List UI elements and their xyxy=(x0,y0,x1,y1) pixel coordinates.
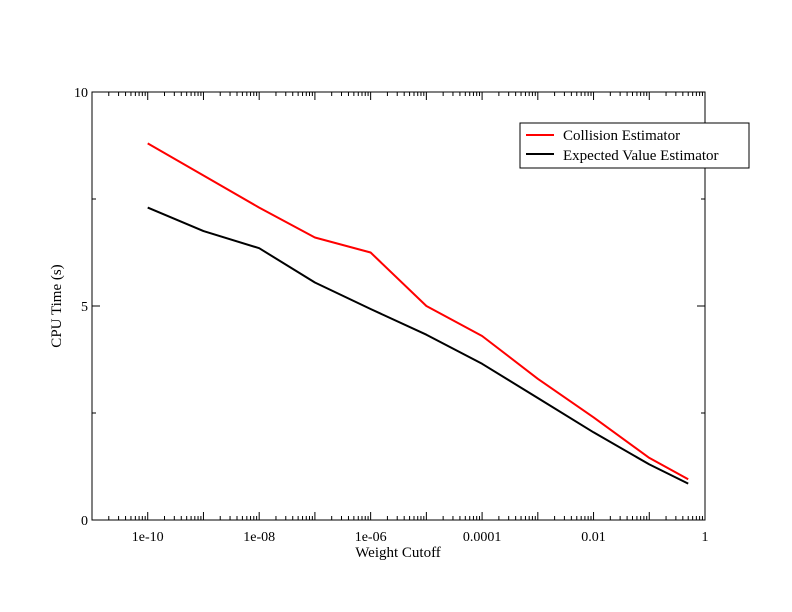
y-axis-label: CPU Time (s) xyxy=(49,264,65,347)
y-tick-label: 10 xyxy=(74,86,88,101)
series-line-1 xyxy=(147,206,689,485)
y-tick-label: 5 xyxy=(81,300,88,315)
x-axis-label: Weight Cutoff xyxy=(355,545,441,561)
legend-box xyxy=(519,122,750,169)
y-tick-label: 0 xyxy=(81,514,88,529)
x-tick-label: 0.0001 xyxy=(463,530,502,545)
x-tick-label: 1e-06 xyxy=(355,530,387,545)
legend-label-expected-value: Expected Value Estimator xyxy=(563,148,719,164)
x-tick-label: 1e-10 xyxy=(132,530,164,545)
axis-ticks xyxy=(92,92,705,520)
legend: Collision Estimator Expected Value Estim… xyxy=(519,122,750,169)
x-tick-label: 1 xyxy=(702,530,709,545)
series-lines xyxy=(147,142,689,485)
series-line-0 xyxy=(147,142,689,481)
legend-label-collision: Collision Estimator xyxy=(563,128,680,144)
x-tick-label: 0.01 xyxy=(581,530,606,545)
x-tick-label: 1e-08 xyxy=(243,530,275,545)
